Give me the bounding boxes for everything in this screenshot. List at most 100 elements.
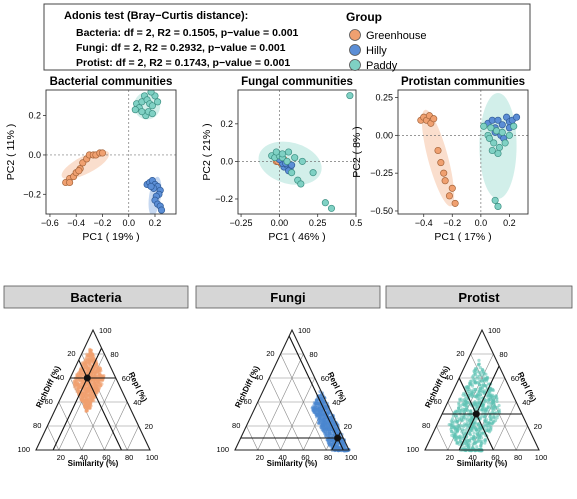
- cloud-point: [480, 432, 484, 436]
- plot-frame: [397, 89, 529, 215]
- y-tick-label: −0.2: [23, 189, 41, 199]
- plot-area: [398, 90, 528, 214]
- point-hilly: [494, 116, 502, 124]
- cloud-point: [87, 352, 91, 356]
- ternary-ticks: 20 20 20 40 40 40 60 60 60 80 80 80 100 100 100: [406, 326, 547, 462]
- pcoa-fungal-communities: Fungal communities −0.25 0.00 0.25 0.5 −0.2 0.…: [201, 76, 362, 243]
- cloud-point: [479, 393, 483, 397]
- point-paddy: [297, 180, 305, 188]
- point-paddy: [510, 122, 518, 130]
- cloud-point: [477, 398, 481, 402]
- cloud-point: [457, 406, 461, 410]
- cloud-point: [313, 408, 317, 412]
- cloud-point: [490, 410, 494, 414]
- cloud-point: [466, 445, 470, 449]
- tick-label-similarity: 40: [79, 453, 87, 462]
- cloud-point: [315, 401, 319, 406]
- tick-label-similarity: 60: [102, 453, 110, 462]
- cloud-point: [495, 399, 499, 404]
- tick-label-repl: 40: [133, 398, 141, 407]
- cloud-point: [495, 416, 499, 420]
- point-paddy: [138, 108, 146, 116]
- cloud-point: [74, 387, 78, 391]
- chart-title: Protistan communities: [401, 76, 525, 88]
- cloud-point: [479, 444, 483, 448]
- cloud-point: [90, 397, 95, 401]
- tick-label-similarity: 40: [278, 453, 286, 462]
- cloud-point: [455, 425, 459, 430]
- cloud-point: [476, 423, 480, 427]
- cloud-point: [476, 362, 481, 366]
- cloud-point: [464, 427, 469, 432]
- point-paddy: [298, 157, 306, 165]
- cloud-point: [333, 423, 337, 427]
- tick-label-richdiff: 80: [33, 421, 41, 430]
- point-paddy: [480, 122, 488, 130]
- legend-box: [43, 3, 531, 71]
- cloud-point: [85, 354, 89, 359]
- cloud-point: [465, 405, 469, 409]
- cloud-point: [327, 438, 331, 442]
- tick-label-similarity: 60: [301, 453, 309, 462]
- cloud-point: [315, 413, 319, 417]
- cloud-point: [463, 441, 468, 445]
- legend-label-hilly: Hilly: [366, 45, 387, 57]
- chart-title: Fungal communities: [241, 76, 353, 88]
- cloud-point: [471, 425, 476, 430]
- grid-line: [436, 425, 449, 451]
- point-greenhouse: [451, 199, 459, 207]
- cloud-point: [467, 431, 471, 435]
- cloud-point: [461, 393, 465, 397]
- x-tick-label: 0.0: [122, 218, 135, 228]
- tick-label-similarity: 100: [146, 453, 159, 462]
- cloud-point: [457, 402, 461, 407]
- x-tick-label: 0.0: [475, 218, 488, 228]
- tick-label-richdiff: 60: [243, 397, 251, 406]
- grid-line: [268, 377, 304, 451]
- pcoa-bacterial-communities: Bacterial communities −0.6 −0.4 −0.2 0.0 0.2 −…: [5, 76, 177, 243]
- cloud-point: [497, 410, 502, 414]
- cloud-point: [79, 378, 84, 382]
- tick-label-richdiff: 80: [232, 421, 240, 430]
- cloud-point: [320, 398, 324, 403]
- cloud-point: [486, 421, 490, 425]
- cloud-point: [491, 400, 495, 405]
- point-paddy: [494, 202, 502, 210]
- cloud-point: [462, 409, 466, 414]
- legend-label-paddy: Paddy: [366, 60, 398, 72]
- x-tick-label: 0.2: [149, 218, 162, 228]
- x-tick-label: 0.5: [350, 218, 363, 228]
- cloud-point: [85, 408, 89, 413]
- cloud-point: [323, 405, 327, 409]
- cloud-point: [483, 409, 488, 413]
- grid-line: [515, 425, 528, 451]
- tick-label-similarity: 100: [535, 453, 548, 462]
- cloud-point: [483, 419, 487, 423]
- point-paddy: [148, 110, 156, 118]
- cloud-point: [90, 380, 94, 385]
- grid-line: [493, 401, 517, 451]
- tick-label-richdiff: 80: [422, 421, 430, 430]
- x-tick-label: −0.2: [94, 218, 112, 228]
- ternary-ticks: 20 20 20 40 40 40 60 60 60 80 80 80 100 100 100: [17, 326, 158, 462]
- cloud-point: [473, 401, 477, 405]
- adonis-line-fungi: Fungi: df = 2, R2 = 0.2932, p−value = 0.…: [76, 42, 286, 54]
- point-paddy: [498, 128, 506, 136]
- cloud-point: [87, 385, 91, 389]
- point-paddy: [485, 134, 493, 142]
- cloud-point: [93, 371, 98, 375]
- cloud-point: [487, 398, 491, 403]
- tick-label-similarity: 20: [57, 453, 65, 462]
- tick-label-repl: 20: [534, 422, 542, 431]
- grid-line: [81, 377, 117, 451]
- y-tick-label: 0.0: [28, 150, 41, 160]
- tick-label-richdiff: 20: [456, 349, 464, 358]
- cloud-point: [488, 415, 492, 419]
- centroid-line: [458, 365, 500, 451]
- cloud-point: [88, 392, 92, 397]
- cloud-point: [98, 371, 102, 376]
- cloud-point: [472, 371, 477, 375]
- x-tick-label: 0.00: [271, 218, 289, 228]
- grid-line: [58, 401, 82, 451]
